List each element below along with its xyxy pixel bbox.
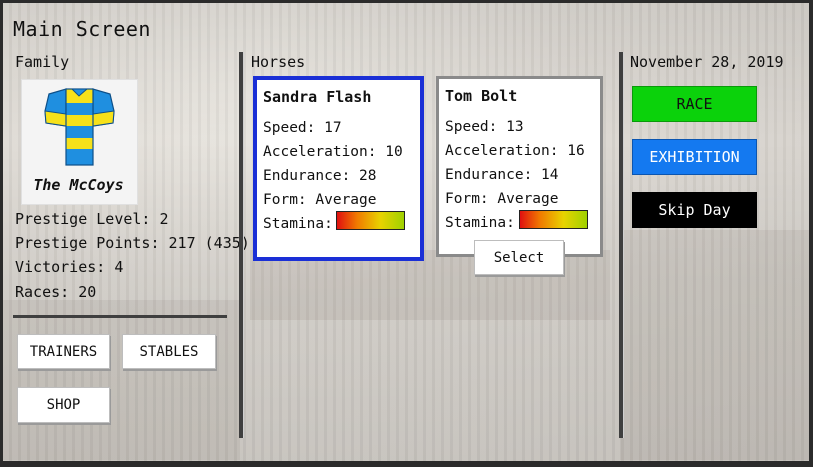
family-label: Family [15, 53, 70, 71]
left-divider [239, 52, 243, 438]
current-date: November 28, 2019 [630, 53, 784, 71]
trainers-button[interactable]: TRAINERS [17, 334, 110, 369]
horse-acceleration: Acceleration: 16 [445, 143, 585, 159]
horse-speed: Speed: 17 [263, 120, 342, 136]
horse-speed: Speed: 13 [445, 119, 524, 135]
skip-day-button[interactable]: Skip Day [632, 192, 757, 228]
stamina-bar [336, 211, 405, 230]
horse-endurance: Endurance: 14 [445, 167, 559, 183]
horse-form: Form: Average [445, 191, 559, 207]
horse-acceleration: Acceleration: 10 [263, 144, 403, 160]
background-stands [620, 230, 810, 460]
horse-stamina-label: Stamina: [445, 215, 515, 231]
horse-form: Form: Average [263, 192, 377, 208]
horse-name: Sandra Flash [263, 88, 372, 106]
page-title: Main Screen [13, 17, 151, 41]
right-divider [619, 52, 623, 438]
exhibition-button[interactable]: EXHIBITION [632, 139, 757, 175]
shop-button[interactable]: SHOP [17, 387, 110, 423]
family-crest-card [21, 79, 138, 205]
horse-endurance: Endurance: 28 [263, 168, 377, 184]
horse-stamina-label: Stamina: [263, 216, 333, 232]
races: Races: 20 [15, 283, 97, 301]
select-horse-button[interactable]: Select [474, 240, 564, 275]
horses-label: Horses [251, 53, 306, 71]
horse-name: Tom Bolt [445, 87, 518, 105]
race-button[interactable]: RACE [632, 86, 757, 122]
stamina-bar [519, 210, 588, 229]
victories: Victories: 4 [15, 258, 124, 276]
prestige-points: Prestige Points: 217 (435) [15, 234, 250, 252]
horse-card-selected[interactable]: Sandra Flash Speed: 17 Acceleration: 10 … [253, 76, 424, 261]
family-divider [13, 315, 227, 318]
family-name: The McCoys [33, 176, 124, 194]
stables-button[interactable]: STABLES [122, 334, 216, 369]
jersey-icon [44, 88, 115, 166]
background-arena [0, 300, 240, 460]
prestige-level: Prestige Level: 2 [15, 210, 169, 228]
horse-card[interactable]: Tom Bolt Speed: 13 Acceleration: 16 Endu… [436, 76, 603, 257]
